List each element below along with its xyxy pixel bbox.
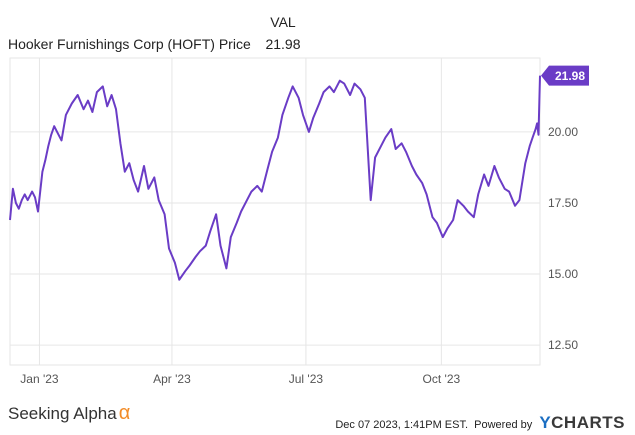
ycharts-wordmark: CHARTS xyxy=(551,413,625,432)
chart-footer-credits: Dec 07 2023, 1:41PM EST. Powered by YCHA… xyxy=(335,413,625,433)
legend-column-header: VAL xyxy=(270,14,296,30)
legend-series-name: Hooker Furnishings Corp (HOFT) Price xyxy=(8,36,251,52)
x-tick-label: Apr '23 xyxy=(153,372,191,386)
y-tick-label: 17.50 xyxy=(548,196,578,210)
legend-series-value: 21.98 xyxy=(265,36,301,52)
x-tick-label: Oct '23 xyxy=(423,372,461,386)
y-tick-label: 12.50 xyxy=(548,338,578,352)
seeking-alpha-text: Seeking Alpha xyxy=(8,404,117,423)
x-axis-ticks: Jan '23 Apr '23 Jul '23 Oct '23 xyxy=(20,372,460,386)
y-tick-label: 20.00 xyxy=(548,125,578,139)
x-tick-label: Jul '23 xyxy=(289,372,324,386)
powered-by-text: Powered by xyxy=(474,419,533,431)
ycharts-logo[interactable]: YCHARTS xyxy=(539,413,625,432)
seeking-alpha-logo: Seeking Alpha α xyxy=(8,402,130,425)
last-value-text: 21.98 xyxy=(555,69,585,83)
y-tick-label: 15.00 xyxy=(548,267,578,281)
last-value-flag xyxy=(541,65,589,86)
price-line xyxy=(9,75,541,281)
alpha-symbol-icon: α xyxy=(118,402,131,424)
price-chart: Jan '23 Apr '23 Jul '23 Oct '23 12.5015.001… xyxy=(9,57,589,386)
ycharts-y-icon: Y xyxy=(539,413,552,432)
last-value-label: 21.98 xyxy=(541,65,589,86)
timestamp: Dec 07 2023, 1:41PM EST. xyxy=(335,419,469,431)
x-tick-label: Jan '23 xyxy=(20,372,59,386)
price-series xyxy=(9,75,541,281)
y-axis-ticks: 12.50 15.00 17.50 20.00 xyxy=(548,125,578,352)
